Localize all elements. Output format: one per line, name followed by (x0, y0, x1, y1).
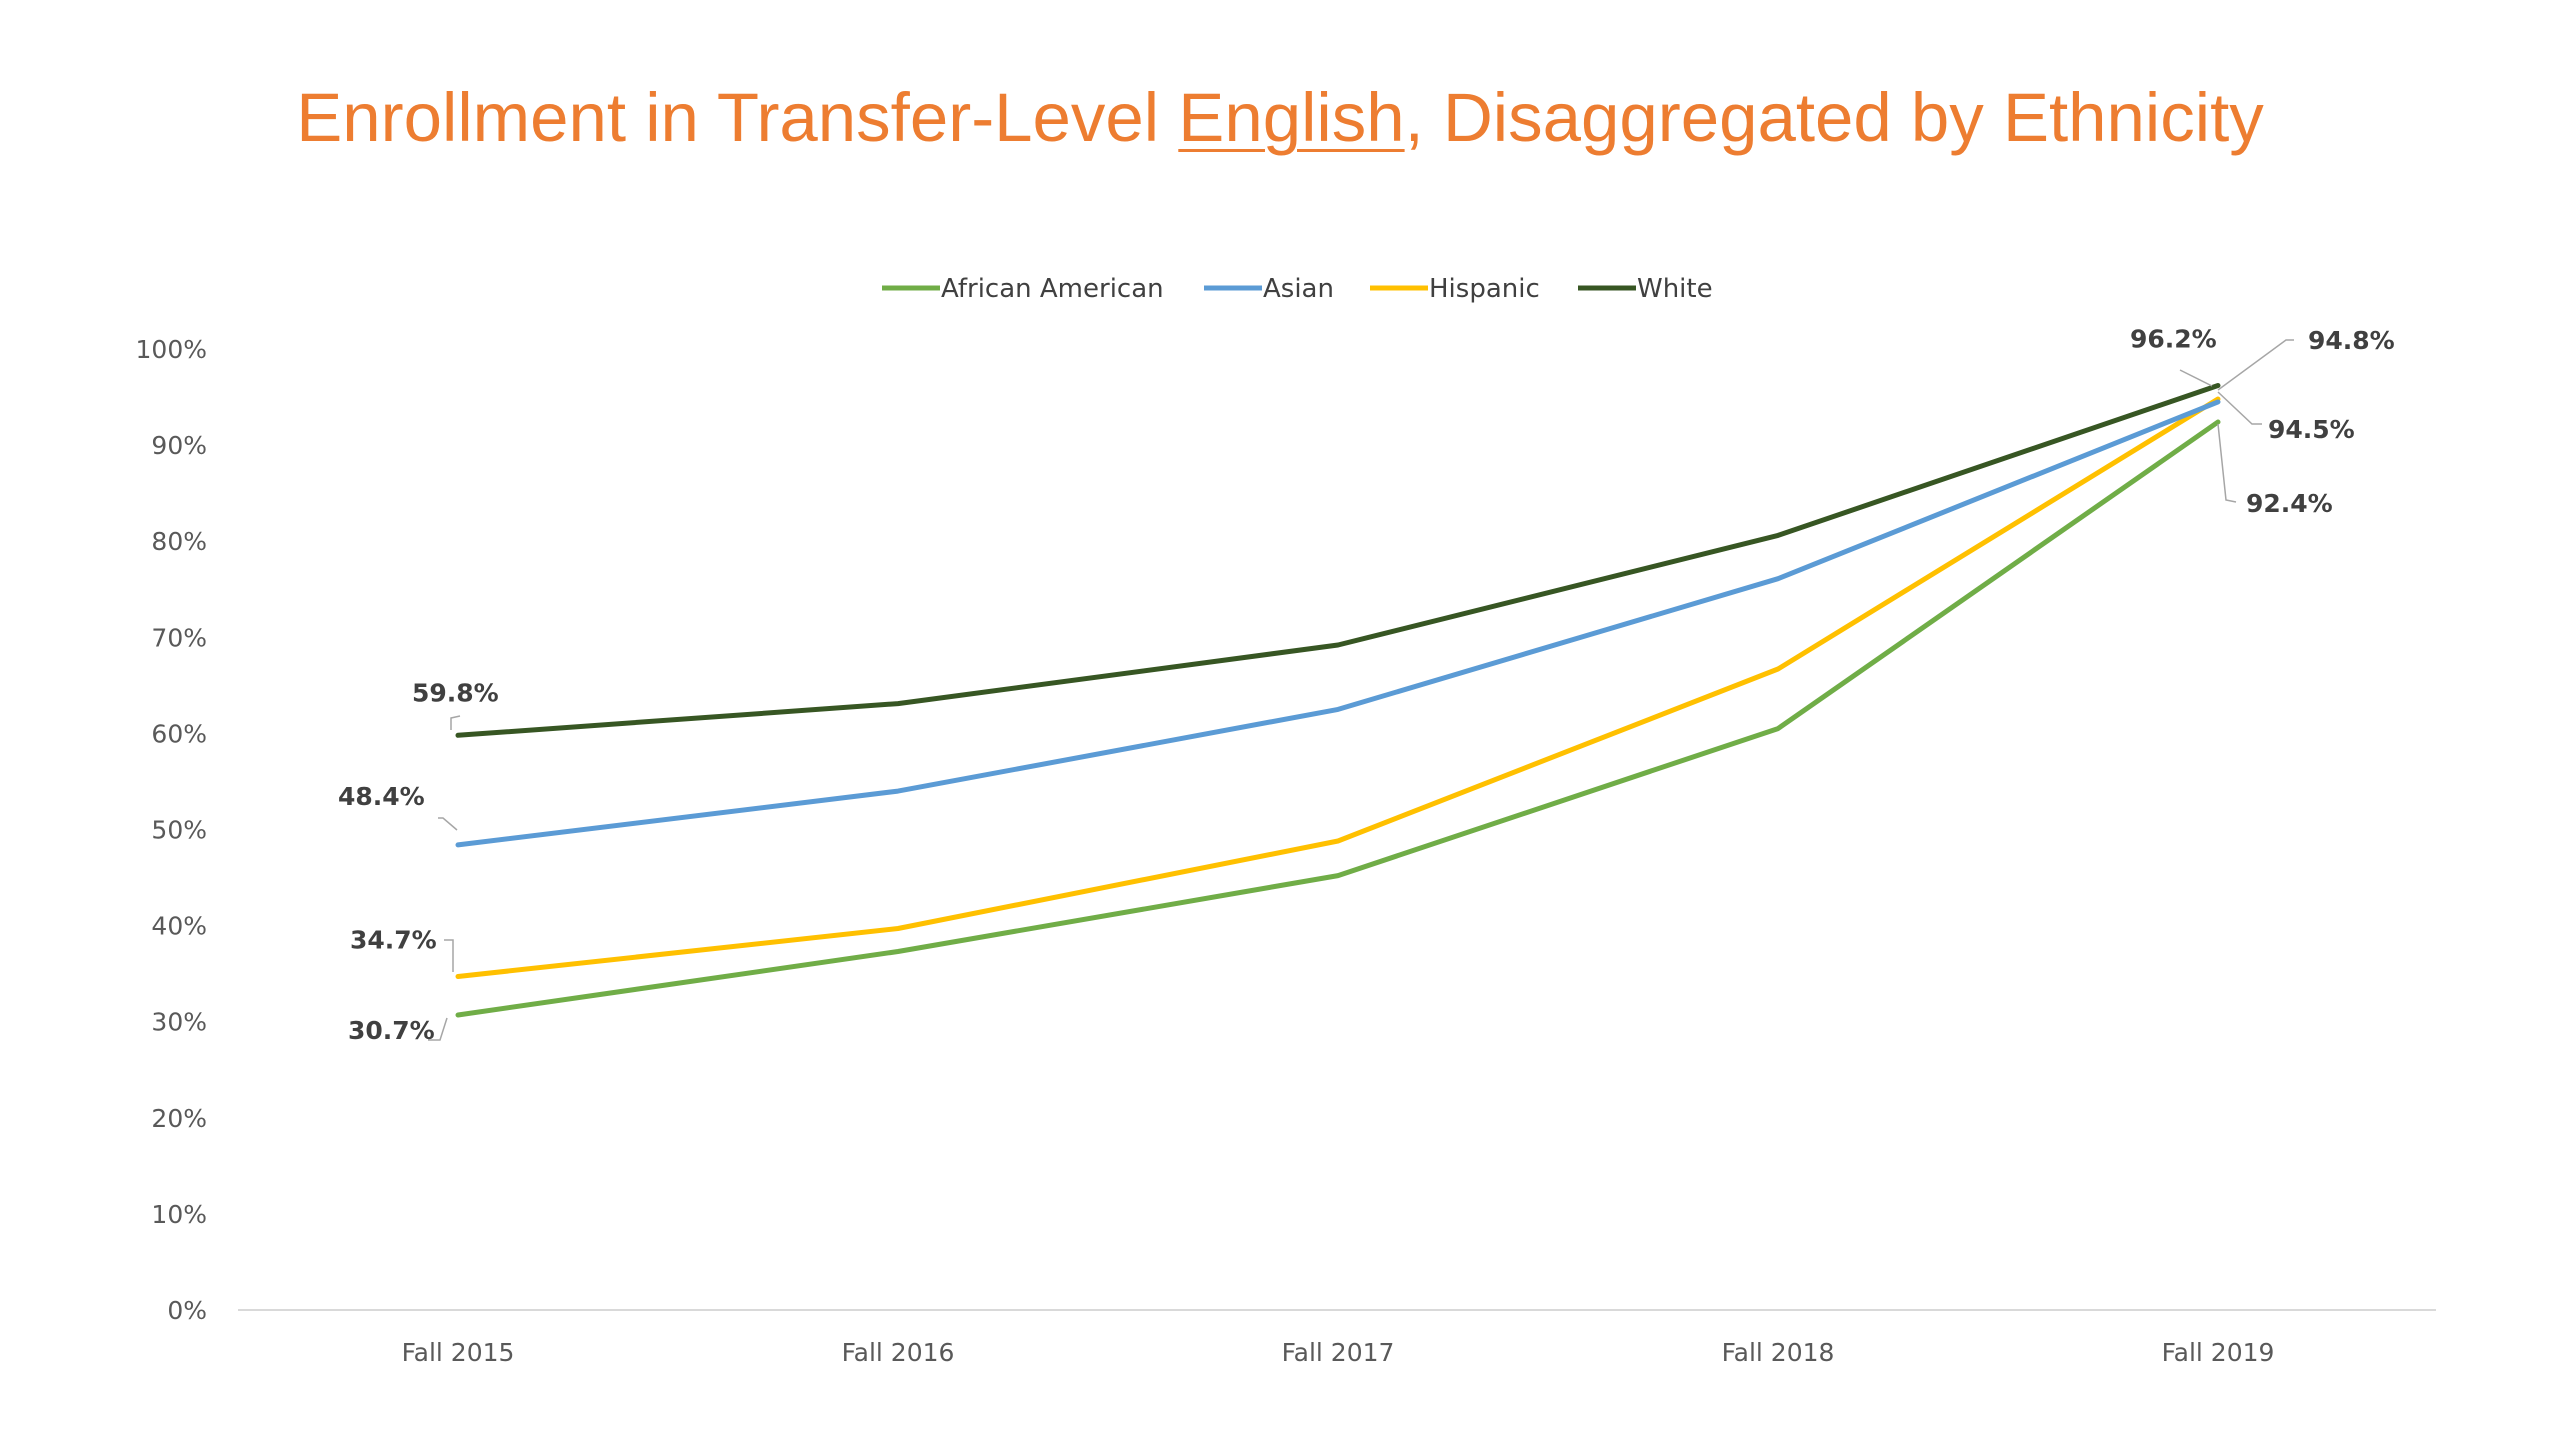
y-tick-label: 0% (167, 1296, 207, 1325)
data-label: 94.8% (2308, 326, 2395, 355)
y-tick-label: 70% (151, 623, 207, 652)
data-label-leader (2217, 391, 2262, 425)
data-label-leader (2179, 369, 2213, 387)
data-label-leader (2217, 423, 2237, 503)
data-point (1777, 578, 1779, 580)
legend-label: White (1637, 274, 1713, 304)
data-point (457, 734, 459, 736)
chart-title-underlined: English (1178, 79, 1405, 156)
data-point (1337, 708, 1339, 710)
data-point (2217, 421, 2219, 423)
data-point (1777, 728, 1779, 730)
y-tick-label: 100% (136, 335, 207, 364)
y-tick-label: 60% (151, 719, 207, 748)
chart-title-post: , Disaggregated by Ethnicity (1404, 79, 2264, 156)
data-label: 96.2% (2130, 325, 2217, 354)
x-tick-label: Fall 2015 (402, 1338, 515, 1367)
data-point (1777, 668, 1779, 670)
y-tick-label: 80% (151, 527, 207, 556)
x-tick-label: Fall 2017 (1282, 1338, 1395, 1367)
data-point (457, 1014, 459, 1016)
data-label-leader (444, 939, 454, 972)
data-label-leader (428, 1017, 448, 1041)
y-tick-label: 40% (151, 912, 207, 941)
data-label: 48.4% (338, 782, 425, 811)
data-point (1777, 534, 1779, 536)
x-tick-label: Fall 2016 (842, 1338, 955, 1367)
data-point (1337, 875, 1339, 877)
legend-label: Hispanic (1429, 274, 1540, 304)
y-tick-label: 50% (151, 816, 207, 845)
data-label-leader (438, 817, 458, 831)
y-tick-label: 10% (151, 1200, 207, 1229)
data-label-leader (450, 715, 461, 730)
data-point (2217, 385, 2219, 386)
data-point (897, 790, 899, 792)
data-point (1337, 644, 1339, 646)
data-point (457, 976, 459, 977)
data-label: 59.8% (412, 678, 499, 707)
data-label: 34.7% (350, 926, 437, 955)
data-point (2217, 401, 2219, 403)
chart-title: Enrollment in Transfer-Level English, Di… (0, 78, 2560, 157)
series-line (455, 396, 2221, 979)
data-point (2217, 398, 2219, 400)
data-point (897, 928, 899, 929)
legend-label: African American (941, 274, 1164, 304)
data-label-leader (2217, 339, 2294, 391)
x-tick-label: Fall 2018 (1722, 1338, 1835, 1367)
data-label: 94.5% (2268, 415, 2355, 444)
x-tick-label: Fall 2019 (2162, 1338, 2275, 1367)
y-tick-label: 30% (151, 1008, 207, 1037)
y-tick-label: 20% (151, 1104, 207, 1133)
legend-label: Asian (1263, 274, 1334, 304)
series-line (455, 399, 2221, 848)
data-label: 30.7% (348, 1016, 435, 1045)
data-label: 92.4% (2246, 489, 2333, 518)
chart-title-pre: Enrollment in Transfer-Level (296, 79, 1179, 156)
data-point (457, 844, 459, 846)
data-point (897, 703, 899, 705)
data-point (1337, 840, 1339, 842)
data-point (897, 951, 899, 952)
y-tick-label: 90% (151, 431, 207, 460)
